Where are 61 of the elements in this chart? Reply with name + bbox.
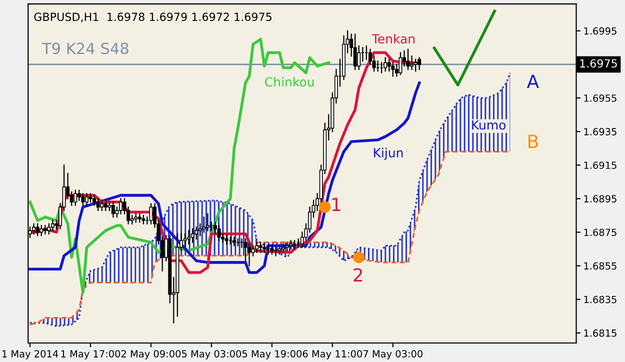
- candlestick: [50, 220, 54, 232]
- annotation: B: [528, 134, 538, 148]
- candlestick: [251, 245, 255, 256]
- candlestick: [32, 223, 36, 234]
- candlestick: [206, 213, 210, 232]
- x-tick-label: 1 May 2014: [2, 350, 58, 360]
- x-tick-label: 5 May 03:00: [182, 350, 242, 360]
- candlestick: [217, 224, 221, 242]
- line-series: [28, 38, 330, 294]
- y-tick-label: 1.6915: [584, 162, 616, 169]
- candlestick: [81, 193, 85, 206]
- text: GBPUSD,H1 1.6978 1.6979 1.6972 1.6975: [34, 12, 272, 22]
- candlestick: [282, 243, 286, 253]
- candlestick: [84, 193, 88, 206]
- x-tick-label: 1 May 17:00: [61, 350, 120, 360]
- y-tick-label: 1.6895: [584, 195, 616, 202]
- candlestick: [74, 190, 78, 206]
- candlestick: [190, 228, 194, 243]
- candlestick: [47, 223, 51, 234]
- y-tick-label: 1.6815: [584, 329, 616, 337]
- candlestick: [96, 198, 100, 211]
- ref-line-label: 1.6975: [580, 59, 617, 68]
- annotation: Kumo: [472, 120, 506, 130]
- x-tick-label: 6 May 11:00: [302, 350, 362, 360]
- candlestick: [202, 216, 206, 233]
- candlestick: [36, 223, 40, 236]
- candlestick: [255, 242, 259, 253]
- annotation: 2: [354, 268, 362, 282]
- y-tick-label: 1.6935: [584, 128, 616, 136]
- candlestick: [410, 55, 414, 70]
- candlestick: [357, 45, 361, 70]
- candlestick: [104, 200, 108, 211]
- candlestick: [194, 226, 198, 240]
- x-tick-label: 2 May 09:00: [121, 350, 181, 360]
- annotation: Chinkou: [265, 76, 314, 87]
- candlestick: [398, 52, 402, 76]
- annotation: 1: [332, 198, 340, 212]
- annotation: Kijun: [374, 148, 403, 160]
- y-tick-label: 1.6995: [584, 27, 616, 35]
- text: T9 K24 S48: [42, 42, 128, 54]
- y-tick-label: 1.6955: [584, 94, 616, 102]
- candlestick: [149, 203, 153, 224]
- candlestick: [418, 57, 422, 70]
- y-tick-label: 1.6835: [584, 296, 616, 304]
- candlestick: [414, 58, 418, 72]
- annotation: Tenkan: [372, 34, 415, 44]
- candlestick: [40, 224, 44, 236]
- candlestick: [258, 242, 262, 253]
- candlestick: [111, 201, 115, 218]
- y-tick-label: 1.6875: [584, 228, 616, 236]
- candlestick: [187, 230, 191, 245]
- annotation: A: [526, 74, 539, 88]
- y-tick-label: 1.6855: [584, 262, 616, 270]
- candlestick: [391, 62, 395, 77]
- candlestick: [118, 198, 122, 214]
- candlestick: [406, 48, 410, 70]
- x-tick-label: 7 May 03:00: [363, 350, 423, 360]
- x-tick-label: 5 May 19:00: [242, 350, 302, 360]
- candlestick: [353, 34, 357, 70]
- candlestick: [100, 200, 104, 211]
- candlestick: [384, 57, 388, 72]
